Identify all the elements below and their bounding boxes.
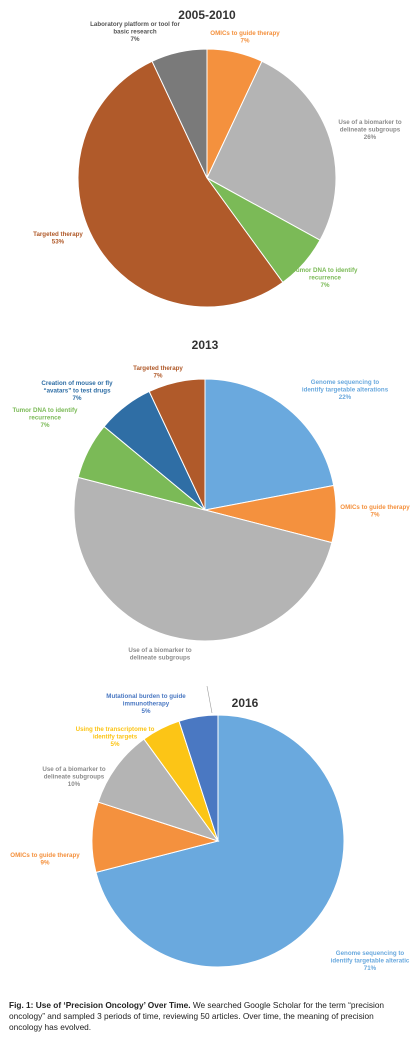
slice-label: OMICs to guide therapy 7% (340, 504, 410, 519)
slice-label-line: 7% (371, 512, 380, 519)
slice-label: Laboratory platform or tool for basic res… (90, 21, 180, 43)
slice-label-line: delineate subgroups (44, 774, 105, 781)
slice-label-line: recurrence (309, 275, 342, 282)
slice-label-line: 7% (154, 373, 163, 380)
slice-label-line: delineate subgroups (130, 655, 191, 662)
pie-slice (204, 378, 335, 511)
slice-label-line: 9% (41, 860, 50, 867)
slice-label-line: immunotherapy (123, 701, 170, 708)
pie-slice (95, 714, 345, 968)
slice-label-line: Mutational burden to guide (106, 693, 186, 700)
slice-label: Creation of mouse or fly “avatars” to tes… (41, 380, 113, 402)
slice-label-line: Use of a biomarker to (128, 647, 191, 654)
slice-label-line: basic research (113, 29, 157, 36)
slice-label: Genome sequencing to identify targetable … (302, 379, 389, 401)
slice-label-line: delineate subgroups (340, 127, 401, 134)
slice-label-line: identify targets (93, 734, 138, 741)
slice-label: Genome sequencing to identify targetable … (331, 950, 410, 972)
slice-label: Use of a biomarker to delineate subgroups… (338, 119, 401, 141)
slice-label: OMICs to guide therapy 7% (210, 30, 280, 45)
slice-label-line: 10% (68, 781, 81, 788)
caption-line: oncology” and sampled 3 periods of time,… (9, 1011, 374, 1021)
slice-label-line: recurrence (29, 415, 62, 422)
slice-label-line: 5% (142, 708, 151, 715)
caption-line: oncology has evolved. (9, 1022, 92, 1032)
slice-label: Tumor DNA to identify recurrence 7% (293, 267, 359, 289)
slice-label-line: Genome sequencing to (336, 950, 405, 957)
slice-label-line: Use of a biomarker to (338, 119, 401, 126)
slice-label: Targeted therapy 53% (33, 231, 83, 246)
slice-label-line: “avatars” to test drugs (43, 388, 111, 395)
slice-label: Tumor DNA to identify recurrence 7% (13, 407, 79, 429)
slice-label-line: 7% (241, 38, 250, 45)
slice-label-line: 7% (41, 422, 50, 429)
slice-label-line: 7% (131, 36, 140, 43)
slice-label: Using the transcriptome to identify targe… (76, 726, 155, 748)
pie-chart-2005-2010: 2005-2010 OMICs to guide therapy 7%Use of… (33, 8, 402, 308)
chart-title: 2016 (232, 696, 259, 710)
slice-label-line: 26% (364, 134, 377, 141)
slice-label-line: 71% (364, 965, 377, 972)
slice-label-line: OMICs to guide therapy (340, 504, 410, 511)
pie-slice (148, 378, 206, 511)
slice-label-line: Targeted therapy (33, 231, 83, 238)
slice-label-line: Creation of mouse or fly (41, 380, 113, 387)
slice-label-line: Targeted therapy (133, 365, 183, 372)
slice-label-line: identify targetable alterations (302, 387, 389, 394)
pie-chart-2013: 2013 Genome sequencing to identify target… (13, 338, 411, 662)
slice-label: Use of a biomarker to delineate subgroups (128, 647, 191, 662)
caption-line: We searched Google Scholar for the term … (190, 1000, 385, 1010)
chart-title: 2005-2010 (178, 8, 236, 22)
slice-label-line: 5% (111, 741, 120, 748)
slice-label-line: 53% (52, 239, 65, 246)
pie-slice (73, 476, 333, 642)
slice-label: Targeted therapy 7% (133, 365, 183, 380)
pie-slice (77, 60, 284, 308)
pie-slice (97, 738, 220, 842)
figure-caption: Fig. 1: Use of ‘Precision Oncology’ Over… (9, 1000, 414, 1033)
caption-lead: Fig. 1: Use of ‘Precision Oncology’ Over… (9, 1000, 191, 1010)
slice-label: Mutational burden to guide immunotherapy 5… (106, 693, 186, 715)
slice-label-line: 22% (339, 394, 352, 401)
slice-label-line: Use of a biomarker to (42, 766, 105, 773)
slice-label-line: Laboratory platform or tool for (90, 21, 180, 28)
slice-label-line: Using the transcriptome to (76, 726, 155, 733)
slice-label-line: Tumor DNA to identify (13, 407, 79, 414)
chart-title: 2013 (192, 338, 219, 352)
label-leader-line (206, 685, 213, 714)
slice-label-line: Tumor DNA to identify (293, 267, 359, 274)
slice-label-line: OMICs to guide therapy (10, 852, 80, 859)
pie-chart-2016: 2016 Genome sequencing to identify target… (10, 685, 410, 972)
pie-slice (178, 714, 219, 842)
slice-label-line: Genome sequencing to (311, 379, 380, 386)
pie-slice (151, 48, 208, 179)
slice-label: Use of a biomarker to delineate subgroups… (42, 766, 105, 788)
slice-label: OMICs to guide therapy 9% (10, 852, 80, 867)
slice-label-line: 7% (73, 395, 82, 402)
slice-label-line: OMICs to guide therapy (210, 30, 280, 37)
slice-label-line: 7% (321, 282, 330, 289)
slice-label-line: identify targetable alteratic (331, 958, 410, 965)
